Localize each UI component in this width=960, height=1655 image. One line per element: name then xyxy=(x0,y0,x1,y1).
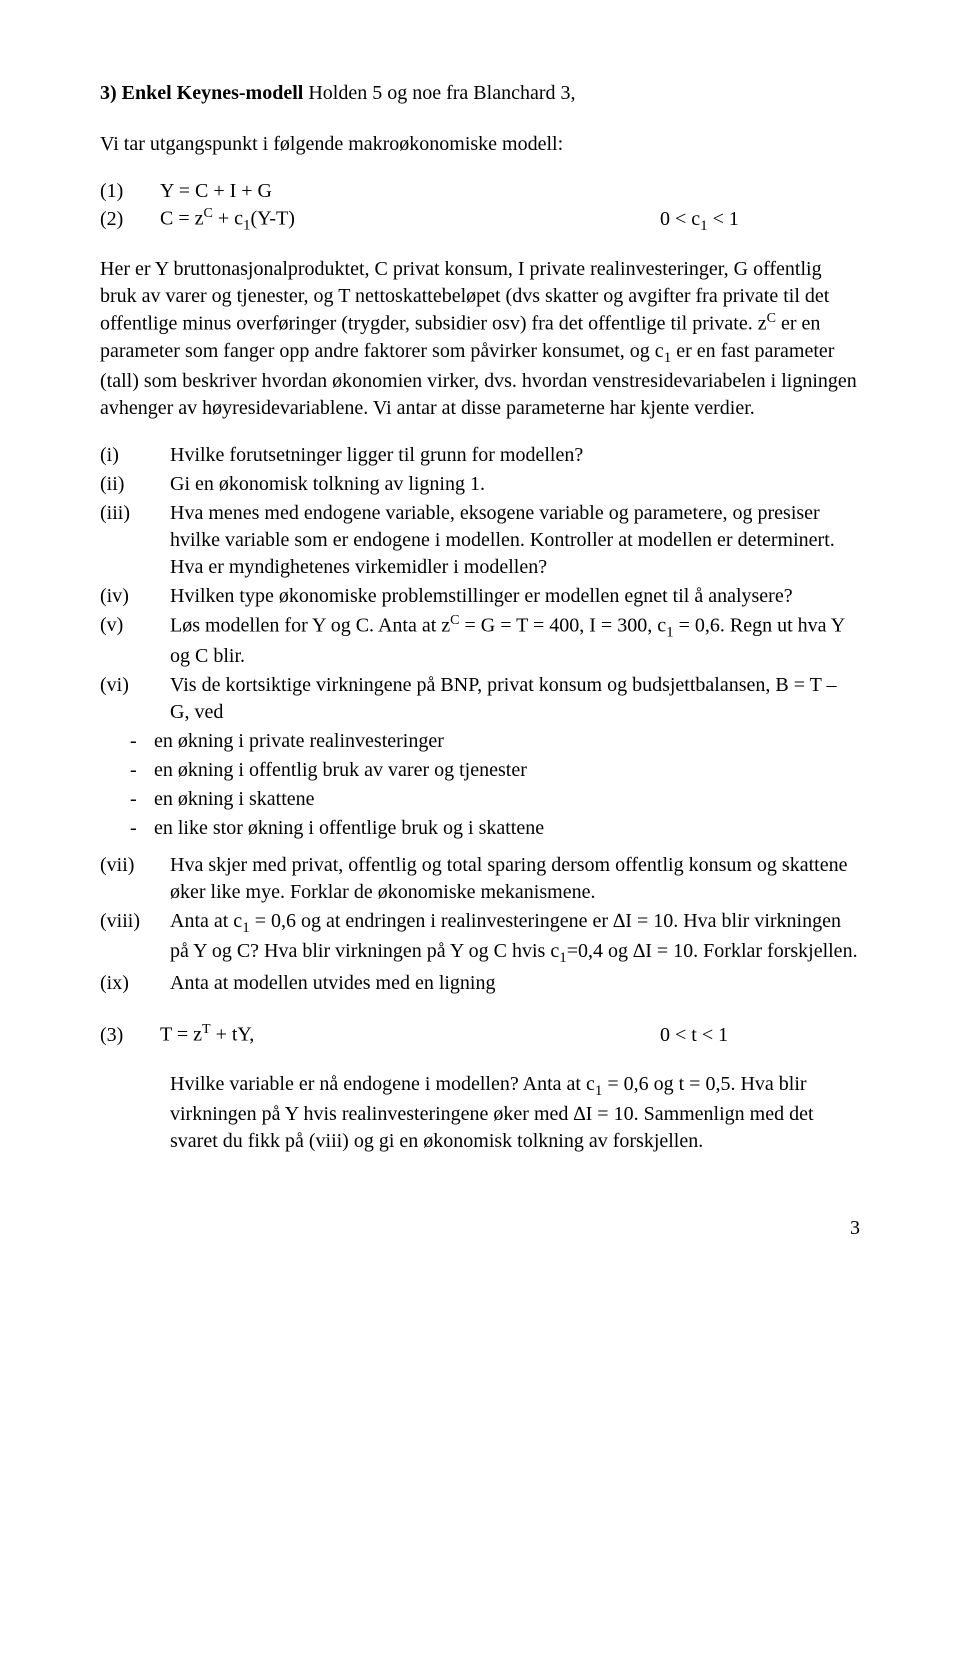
heading-bold: 3) Enkel Keynes-modell xyxy=(100,82,303,104)
item-iii: (iii) Hva menes med endogene variable, e… xyxy=(100,500,860,581)
closing-paragraph: Hvilke variable er nå endogene i modelle… xyxy=(170,1071,860,1155)
roman-list: (i) Hvilke forutsetninger ligger til gru… xyxy=(100,442,860,997)
heading-rest: Holden 5 og noe fra Blanchard 3, xyxy=(303,82,575,104)
page-number: 3 xyxy=(100,1215,860,1242)
section-heading: 3) Enkel Keynes-modell Holden 5 og noe f… xyxy=(100,80,860,107)
bullet-1: - en økning i private realinvesteringer xyxy=(130,728,860,755)
item-i: (i) Hvilke forutsetninger ligger til gru… xyxy=(100,442,860,469)
eq2-cond: 0 < c1 < 1 xyxy=(660,206,860,236)
bullet-2: - en økning i offentlig bruk av varer og… xyxy=(130,757,860,784)
equation-block: (1) Y = C + I + G (2) C = zC + c1(Y-T) 0… xyxy=(100,178,860,236)
eq2-body: C = zC + c1(Y-T) xyxy=(160,205,660,236)
item-vi: (vi) Vis de kortsiktige virkningene på B… xyxy=(100,672,860,726)
item-ix: (ix) Anta at modellen utvides med en lig… xyxy=(100,970,860,997)
equation-3: (3) T = zT + tY, 0 < t < 1 xyxy=(100,1021,860,1049)
equation-2: (2) C = zC + c1(Y-T) 0 < c1 < 1 xyxy=(100,205,860,236)
explanatory-paragraph: Her er Y bruttonasjonalproduktet, C priv… xyxy=(100,256,860,422)
item-v: (v) Løs modellen for Y og C. Anta at zC … xyxy=(100,612,860,670)
eq3-number: (3) xyxy=(100,1022,160,1049)
intro-paragraph: Vi tar utgangspunkt i følgende makroøkon… xyxy=(100,131,860,158)
item-vii: (vii) Hva skjer med privat, offentlig og… xyxy=(100,852,860,906)
eq2-number: (2) xyxy=(100,206,160,233)
eq3-cond: 0 < t < 1 xyxy=(660,1022,860,1049)
bullet-3: - en økning i skattene xyxy=(130,786,860,813)
item-viii: (viii) Anta at c1 = 0,6 og at endringen … xyxy=(100,908,860,969)
item-iv: (iv) Hvilken type økonomiske problemstil… xyxy=(100,583,860,610)
item-vi-bullets: - en økning i private realinvesteringer … xyxy=(130,728,860,842)
eq3-body: T = zT + tY, xyxy=(160,1021,660,1049)
equation-1: (1) Y = C + I + G xyxy=(100,178,860,205)
item-ii: (ii) Gi en økonomisk tolkning av ligning… xyxy=(100,471,860,498)
eq1-number: (1) xyxy=(100,178,160,205)
bullet-4: - en like stor økning i offentlige bruk … xyxy=(130,815,860,842)
eq1-body: Y = C + I + G xyxy=(160,178,660,205)
